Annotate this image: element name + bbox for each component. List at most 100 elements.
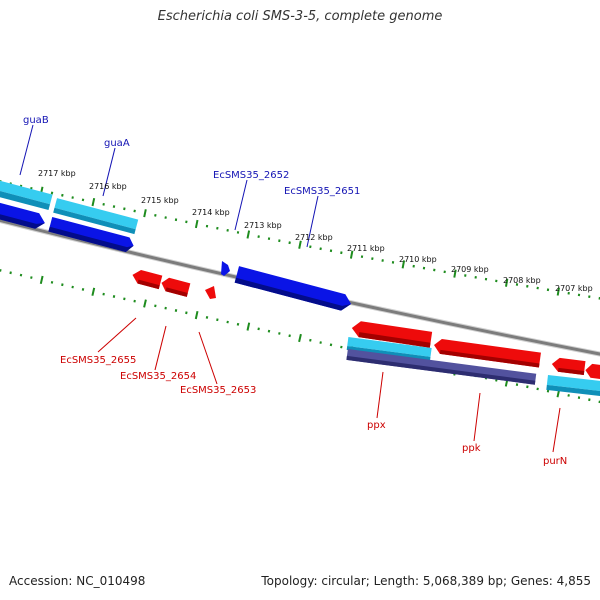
minor-tick: [71, 196, 74, 199]
minor-tick: [9, 271, 12, 275]
minor-tick: [0, 269, 2, 272]
minor-tick: [588, 398, 591, 402]
accession-text: Accession: NC_010498: [9, 574, 146, 588]
minor-tick: [288, 241, 291, 245]
ruler-label: 2714 kbp: [192, 208, 230, 217]
minor-tick: [288, 334, 291, 338]
gene-light-blue-lower-2[interactable]: [546, 375, 600, 397]
minor-tick: [309, 245, 312, 249]
minor-tick: [50, 191, 54, 195]
gene-EcSMS35_2654[interactable]: [160, 276, 191, 297]
gene-label-EcSMS35_2652[interactable]: EcSMS35_2652: [213, 170, 289, 181]
minor-tick: [133, 299, 136, 303]
ruler-label: 2707 kbp: [555, 284, 593, 293]
minor-tick: [154, 213, 157, 217]
minor-tick: [71, 285, 74, 289]
major-tick: [298, 240, 302, 249]
gene-dark-blue-1[interactable]: [0, 200, 47, 231]
ruler-label: 2715 kbp: [141, 196, 179, 205]
major-tick: [39, 275, 44, 285]
minor-tick: [61, 283, 64, 287]
major-tick: [349, 250, 354, 259]
gene-EcSMS35_2653[interactable]: [205, 286, 216, 299]
ruler-label: 2711 kbp: [347, 244, 385, 253]
ruler-label: 2717 kbp: [38, 169, 76, 178]
label-lines-forward: [19, 124, 319, 248]
major-tick: [505, 278, 509, 287]
minor-tick: [102, 292, 105, 296]
minor-tick: [50, 280, 54, 284]
minor-tick: [164, 306, 167, 310]
minor-tick: [133, 209, 136, 213]
gene-ppk[interactable]: [433, 338, 541, 368]
major-tick: [556, 287, 560, 296]
major-tick: [246, 230, 251, 239]
minor-tick: [205, 315, 209, 319]
minor-tick: [257, 327, 260, 331]
ruler-label: 2710 kbp: [399, 255, 437, 264]
major-tick: [246, 322, 251, 331]
major-tick: [194, 310, 199, 320]
minor-tick: [567, 394, 570, 397]
minor-tick: [81, 198, 85, 202]
label-lines-reverse: [97, 317, 561, 453]
minor-tick: [340, 251, 343, 255]
gene-label-EcSMS35_2651[interactable]: EcSMS35_2651: [284, 186, 360, 197]
minor-tick: [340, 345, 343, 349]
minor-tick: [309, 338, 312, 342]
gene-EcSMS35_2651[interactable]: [234, 266, 353, 313]
gene-EcSMS35_2655[interactable]: [131, 268, 163, 290]
minor-tick: [226, 228, 229, 232]
gene-purN[interactable]: [551, 357, 600, 380]
genome-summary-text: Topology: circular; Length: 5,068,389 bp…: [261, 574, 591, 588]
minor-tick: [61, 193, 64, 197]
minor-tick: [216, 226, 219, 230]
gene-purple-lower[interactable]: [346, 348, 537, 385]
major-tick: [401, 260, 406, 269]
major-tick: [143, 209, 147, 218]
minor-tick: [381, 259, 384, 262]
minor-tick: [102, 202, 105, 206]
gene-label-purN[interactable]: purN: [543, 456, 567, 467]
gene-EcSMS35_2652[interactable]: [221, 261, 230, 276]
minor-tick: [536, 387, 539, 391]
gene-labels: guaB guaA EcSMS35_2652 EcSMS35_2651 EcSM…: [23, 115, 567, 467]
gene-label-ppk[interactable]: ppk: [462, 443, 481, 454]
ruler-label: 2709 kbp: [451, 265, 489, 274]
gene-guaB[interactable]: [0, 178, 53, 211]
minor-tick: [81, 288, 85, 291]
gene-dark-blue-2[interactable]: [48, 217, 135, 253]
minor-tick: [112, 205, 116, 208]
minor-tick: [164, 216, 167, 219]
gene-ppx[interactable]: [351, 320, 433, 348]
gene-label-guaB[interactable]: guaB: [23, 115, 49, 126]
gene-label-ppx[interactable]: ppx: [367, 420, 386, 431]
minor-tick: [319, 341, 322, 344]
minor-tick: [123, 297, 126, 301]
ruler-label: 2712 kbp: [295, 233, 333, 242]
minor-tick: [526, 385, 529, 389]
minor-tick: [226, 320, 229, 324]
minor-tick: [257, 235, 260, 239]
ruler-label: 2708 kbp: [503, 276, 541, 285]
major-tick: [453, 269, 457, 278]
major-tick: [91, 197, 96, 207]
ruler-labels: 2717 kbp 2716 kbp 2715 kbp 2714 kbp 2713…: [38, 169, 593, 293]
minor-tick: [30, 276, 33, 279]
genome-title: Escherichia coli SMS-3-5, complete genom…: [157, 9, 443, 24]
major-tick: [91, 287, 96, 296]
gene-label-guaA[interactable]: guaA: [104, 138, 130, 149]
gene-label-EcSMS35_2653[interactable]: EcSMS35_2653: [180, 385, 256, 396]
gene-label-EcSMS35_2654[interactable]: EcSMS35_2654: [120, 371, 196, 382]
minor-tick: [154, 304, 157, 308]
minor-tick: [371, 257, 374, 261]
minor-tick: [19, 273, 23, 277]
minor-tick: [278, 332, 281, 335]
gene-label-EcSMS35_2655[interactable]: EcSMS35_2655: [60, 355, 136, 366]
minor-tick: [267, 329, 271, 333]
ruler-label: 2716 kbp: [89, 182, 127, 191]
gene-guaA[interactable]: [53, 198, 139, 235]
major-tick: [143, 299, 147, 308]
